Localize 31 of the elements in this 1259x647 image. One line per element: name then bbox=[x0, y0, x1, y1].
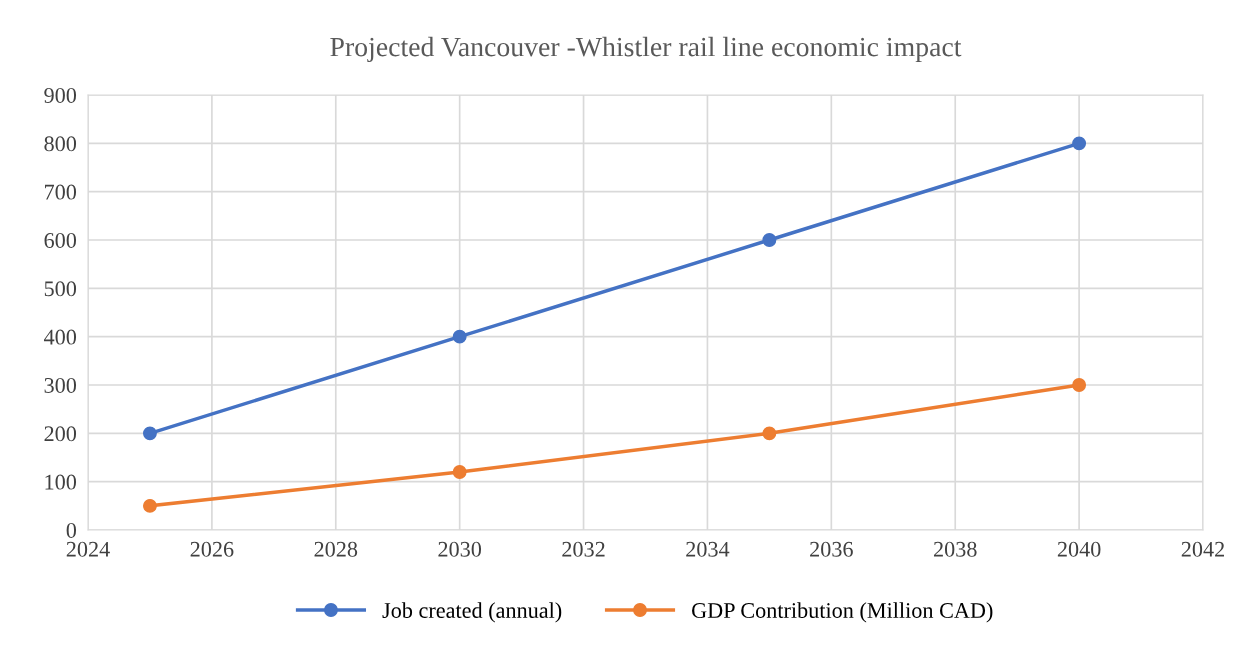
legend-label: Job created (annual) bbox=[382, 602, 562, 623]
x-tick-label: 2028 bbox=[314, 541, 358, 557]
chart-title: Projected Vancouver -Whistler rail line economic impact bbox=[330, 36, 962, 63]
x-tick-label: 2042 bbox=[1181, 541, 1224, 557]
y-tick-label: 600 bbox=[44, 232, 77, 248]
point bbox=[1072, 136, 1087, 151]
point bbox=[142, 498, 157, 513]
point bbox=[1072, 378, 1087, 392]
y-tick-label: 500 bbox=[44, 281, 77, 297]
x-tick-label: 2034 bbox=[686, 541, 730, 557]
x-tick-label: 2030 bbox=[438, 541, 482, 557]
y-tick-label: 100 bbox=[45, 474, 77, 490]
y-tick-label: 400 bbox=[43, 329, 77, 345]
x-tick-label: 2024 bbox=[66, 541, 110, 557]
y-tick-label: 200 bbox=[44, 426, 77, 442]
point bbox=[762, 426, 777, 441]
y-tick-label: 900 bbox=[44, 87, 77, 103]
point bbox=[762, 233, 777, 247]
x-tick-label: 2040 bbox=[1057, 541, 1101, 557]
y-tick-label: 800 bbox=[44, 136, 77, 152]
y-tick-label: 300 bbox=[44, 377, 77, 393]
x-tick-label: 2032 bbox=[562, 541, 605, 557]
x-tick-label: 2036 bbox=[810, 541, 853, 557]
point bbox=[452, 465, 467, 479]
point bbox=[142, 426, 157, 441]
point bbox=[452, 329, 467, 344]
y-tick-label: 0 bbox=[66, 522, 77, 538]
legend-label: GDP Contribution (Million CAD) bbox=[692, 602, 993, 623]
x-tick-label: 2026 bbox=[190, 541, 234, 557]
y-tick-label: 700 bbox=[45, 184, 77, 200]
x-tick-label: 2038 bbox=[933, 541, 977, 557]
